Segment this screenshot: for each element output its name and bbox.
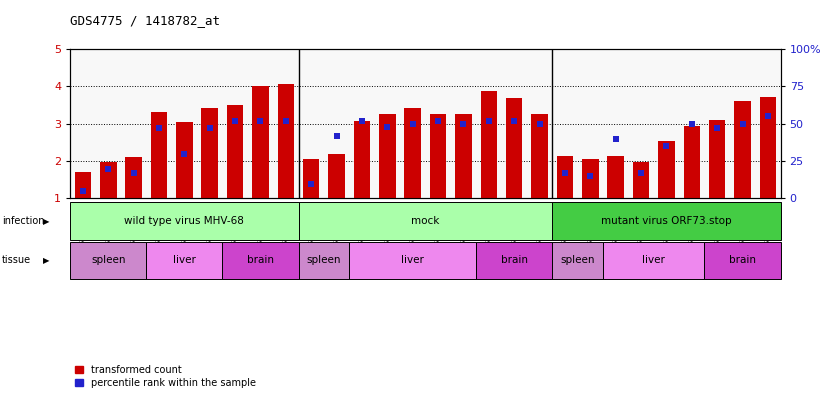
Text: ▶: ▶	[43, 217, 50, 226]
Bar	[222, 242, 298, 279]
Text: liver: liver	[173, 255, 196, 265]
Bar	[278, 84, 294, 198]
Bar	[582, 158, 599, 198]
Bar	[227, 105, 244, 198]
Bar	[734, 101, 751, 198]
Bar	[455, 114, 472, 198]
Bar	[303, 159, 320, 198]
Bar	[430, 114, 446, 198]
Bar	[100, 162, 116, 198]
Bar	[70, 242, 146, 279]
Bar	[202, 108, 218, 198]
Bar	[506, 97, 522, 198]
Text: mock: mock	[411, 216, 439, 226]
Text: brain: brain	[729, 255, 756, 265]
Bar	[553, 202, 781, 240]
Bar	[405, 108, 421, 198]
Bar	[531, 114, 548, 198]
Bar	[633, 162, 649, 198]
Bar	[557, 156, 573, 198]
Bar	[476, 242, 553, 279]
Bar	[684, 127, 700, 198]
Text: wild type virus MHV-68: wild type virus MHV-68	[125, 216, 244, 226]
Bar	[705, 242, 781, 279]
Bar	[603, 242, 705, 279]
Bar	[760, 97, 776, 198]
Text: mutant virus ORF73.stop: mutant virus ORF73.stop	[601, 216, 732, 226]
Text: spleen: spleen	[91, 255, 126, 265]
Bar	[126, 157, 142, 198]
Bar	[146, 242, 222, 279]
Text: liver: liver	[643, 255, 665, 265]
Text: brain: brain	[501, 255, 528, 265]
Bar	[298, 202, 553, 240]
Legend: transformed count, percentile rank within the sample: transformed count, percentile rank withi…	[75, 365, 255, 388]
Bar	[74, 172, 91, 198]
Bar	[176, 122, 192, 198]
Bar	[379, 114, 396, 198]
Bar	[481, 91, 497, 198]
Text: spleen: spleen	[306, 255, 341, 265]
Text: GDS4775 / 1418782_at: GDS4775 / 1418782_at	[70, 14, 221, 27]
Text: brain: brain	[247, 255, 274, 265]
Bar	[252, 86, 268, 198]
Bar	[329, 154, 344, 198]
Bar	[658, 141, 675, 198]
Bar	[354, 121, 370, 198]
Bar	[607, 156, 624, 198]
Text: tissue: tissue	[2, 255, 31, 265]
Text: liver: liver	[401, 255, 424, 265]
Bar	[70, 202, 298, 240]
Bar	[151, 112, 167, 198]
Text: infection: infection	[2, 216, 44, 226]
Bar	[553, 242, 603, 279]
Text: ▶: ▶	[43, 256, 50, 265]
Bar	[349, 242, 476, 279]
Bar	[298, 242, 349, 279]
Bar	[709, 120, 725, 198]
Text: spleen: spleen	[560, 255, 595, 265]
